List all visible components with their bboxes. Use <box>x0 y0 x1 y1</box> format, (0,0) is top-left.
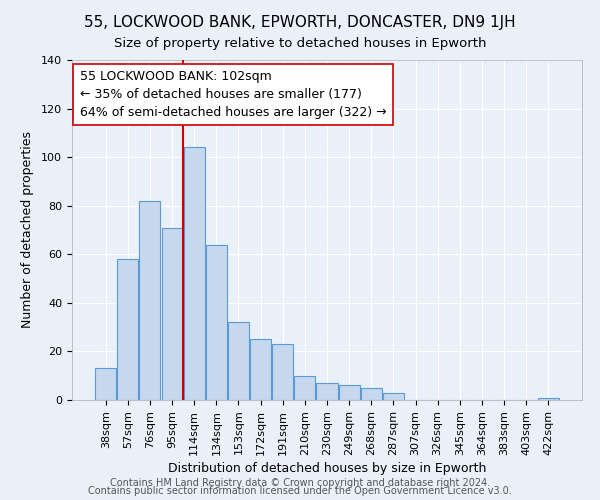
Bar <box>139 201 160 400</box>
Bar <box>161 228 182 400</box>
Bar <box>95 368 116 400</box>
Bar <box>538 398 559 400</box>
Y-axis label: Number of detached properties: Number of detached properties <box>21 132 34 328</box>
Bar <box>316 383 338 400</box>
Text: Contains HM Land Registry data © Crown copyright and database right 2024.: Contains HM Land Registry data © Crown c… <box>110 478 490 488</box>
Text: Size of property relative to detached houses in Epworth: Size of property relative to detached ho… <box>114 38 486 51</box>
Bar <box>118 259 139 400</box>
Bar <box>361 388 382 400</box>
Bar <box>206 244 227 400</box>
Bar <box>184 148 205 400</box>
Bar <box>383 392 404 400</box>
Text: 55 LOCKWOOD BANK: 102sqm
← 35% of detached houses are smaller (177)
64% of semi-: 55 LOCKWOOD BANK: 102sqm ← 35% of detach… <box>80 70 386 119</box>
Bar <box>250 340 271 400</box>
Bar <box>295 376 316 400</box>
Bar <box>228 322 249 400</box>
Bar <box>272 344 293 400</box>
Text: 55, LOCKWOOD BANK, EPWORTH, DONCASTER, DN9 1JH: 55, LOCKWOOD BANK, EPWORTH, DONCASTER, D… <box>84 15 516 30</box>
X-axis label: Distribution of detached houses by size in Epworth: Distribution of detached houses by size … <box>168 462 486 475</box>
Text: Contains public sector information licensed under the Open Government Licence v3: Contains public sector information licen… <box>88 486 512 496</box>
Bar <box>338 386 359 400</box>
